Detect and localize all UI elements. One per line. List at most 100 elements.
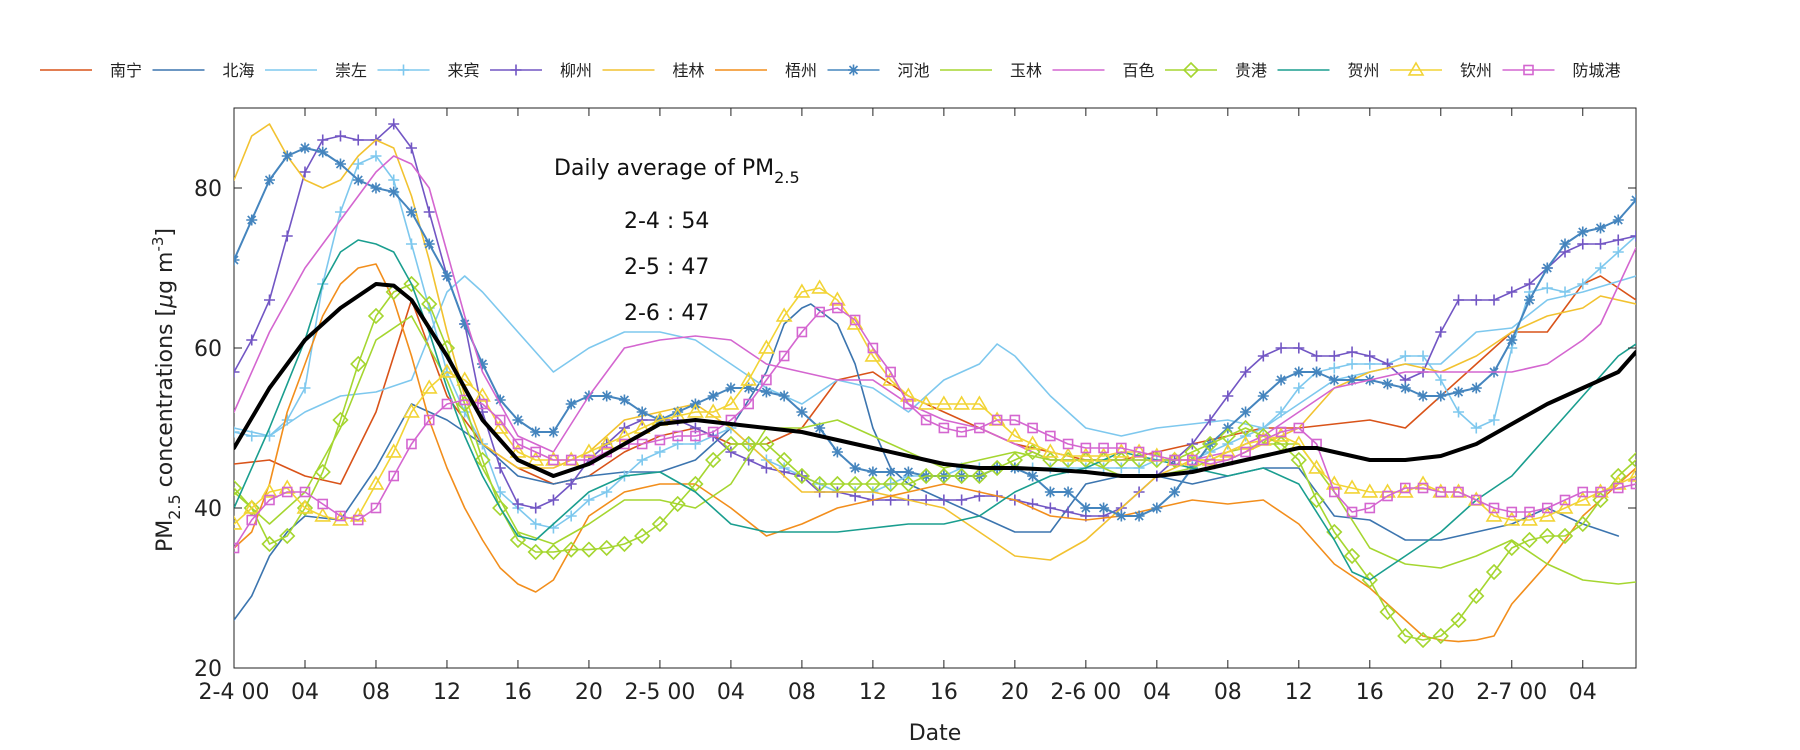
- data-point-marker: [899, 387, 917, 402]
- data-point-marker: [494, 462, 506, 474]
- legend-label: 百色: [1123, 61, 1155, 80]
- data-point-marker: [246, 514, 258, 526]
- data-point-marker: [509, 443, 527, 458]
- data-point-marker: [1240, 446, 1251, 458]
- data-point-marker: [1044, 502, 1056, 514]
- data-point-marker: [722, 395, 740, 410]
- data-point-marker: [565, 478, 577, 490]
- data-point-marker: [1612, 482, 1624, 494]
- legend-marker: [1182, 61, 1200, 79]
- data-point-marker: [234, 479, 243, 497]
- data-point-marker: [1414, 631, 1432, 649]
- data-point-marker: [1524, 278, 1536, 290]
- x-tick-label: 04: [1569, 680, 1597, 705]
- data-point-marker: [1311, 366, 1323, 378]
- data-point-marker: [335, 510, 346, 522]
- data-point-marker: [530, 518, 542, 530]
- data-point-marker: [565, 454, 577, 466]
- annotation-title: Daily average of PM2.5: [554, 156, 800, 187]
- data-point-marker: [438, 363, 456, 378]
- data-point-marker: [775, 307, 793, 322]
- data-point-marker: [1539, 527, 1556, 545]
- data-point-marker: [1257, 350, 1269, 362]
- data-point-marker: [261, 535, 278, 553]
- data-point-marker: [1453, 294, 1465, 306]
- data-point-marker: [403, 275, 420, 293]
- data-point-marker: [1293, 422, 1305, 434]
- data-point-marker: [1559, 286, 1571, 298]
- data-point-marker: [1435, 374, 1447, 386]
- data-point-marker: [938, 494, 950, 506]
- data-point-marker: [388, 470, 400, 482]
- data-point-marker: [281, 486, 293, 498]
- data-point-marker: [758, 339, 775, 354]
- data-point-marker: [1240, 366, 1252, 378]
- legend-item: 来宾: [377, 61, 480, 80]
- data-point-marker: [935, 467, 953, 485]
- data-point-marker: [1133, 446, 1145, 458]
- data-point-marker: [1151, 450, 1163, 462]
- data-point-marker: [722, 435, 740, 453]
- data-point-marker: [423, 414, 435, 426]
- data-point-marker: [1098, 442, 1109, 454]
- data-point-marker: [1627, 451, 1636, 469]
- data-point-marker: [405, 238, 417, 250]
- series-line: [234, 123, 1636, 517]
- y-tick-label: 20: [194, 657, 222, 682]
- data-point-marker: [1541, 502, 1553, 514]
- legend-item: 崇左: [265, 61, 367, 80]
- data-point-marker: [492, 499, 509, 517]
- data-point-marker: [580, 541, 598, 558]
- data-point-marker: [1151, 502, 1163, 514]
- x-tick-label: 2-5 00: [624, 680, 695, 705]
- data-point-marker: [1098, 502, 1110, 514]
- data-point-marker: [953, 395, 971, 410]
- data-point-marker: [740, 435, 757, 453]
- legend-item: 防城港: [1502, 61, 1621, 80]
- data-point-marker: [1417, 482, 1429, 494]
- data-point-marker: [1485, 507, 1503, 522]
- data-point-marker: [796, 326, 808, 338]
- x-tick-label: 16: [504, 680, 532, 705]
- data-point-marker: [1308, 491, 1325, 509]
- legend-label: 贺州: [1348, 61, 1380, 80]
- data-point-marker: [1237, 435, 1254, 450]
- data-point-marker: [334, 206, 346, 218]
- data-point-marker: [1112, 443, 1130, 458]
- data-point-marker: [1630, 478, 1636, 490]
- data-point-marker: [849, 462, 861, 474]
- data-point-marker: [317, 146, 329, 158]
- data-point-marker: [1453, 386, 1465, 398]
- legend-item: 北海: [152, 61, 255, 80]
- data-point-marker: [459, 318, 471, 330]
- data-point-marker: [261, 483, 278, 498]
- data-point-marker: [902, 466, 914, 478]
- data-point-marker: [1346, 346, 1358, 358]
- data-point-marker: [1255, 427, 1272, 445]
- data-point-marker: [793, 283, 811, 298]
- data-point-marker: [314, 463, 331, 481]
- legend-item: 贺州: [1277, 61, 1380, 80]
- data-point-marker: [953, 467, 970, 485]
- data-point-marker: [281, 150, 293, 162]
- data-point-marker: [1468, 587, 1485, 605]
- data-point-marker: [563, 541, 580, 558]
- data-point-marker: [281, 414, 293, 426]
- data-point-marker: [690, 430, 701, 442]
- data-point-marker: [778, 350, 790, 362]
- data-point-marker: [388, 118, 400, 130]
- legend-marker: [848, 64, 859, 76]
- data-point-marker: [527, 451, 545, 466]
- data-point-marker: [370, 182, 382, 194]
- data-point-marker: [1258, 434, 1269, 446]
- data-point-marker: [334, 130, 346, 142]
- data-point-marker: [1559, 238, 1571, 250]
- data-point-marker: [1612, 214, 1624, 226]
- data-point-marker: [1541, 282, 1553, 294]
- data-point-marker: [1204, 414, 1216, 426]
- data-point-marker: [1630, 230, 1636, 242]
- data-point-marker: [494, 414, 506, 426]
- data-point-marker: [281, 230, 293, 242]
- x-tick-label: 16: [930, 680, 958, 705]
